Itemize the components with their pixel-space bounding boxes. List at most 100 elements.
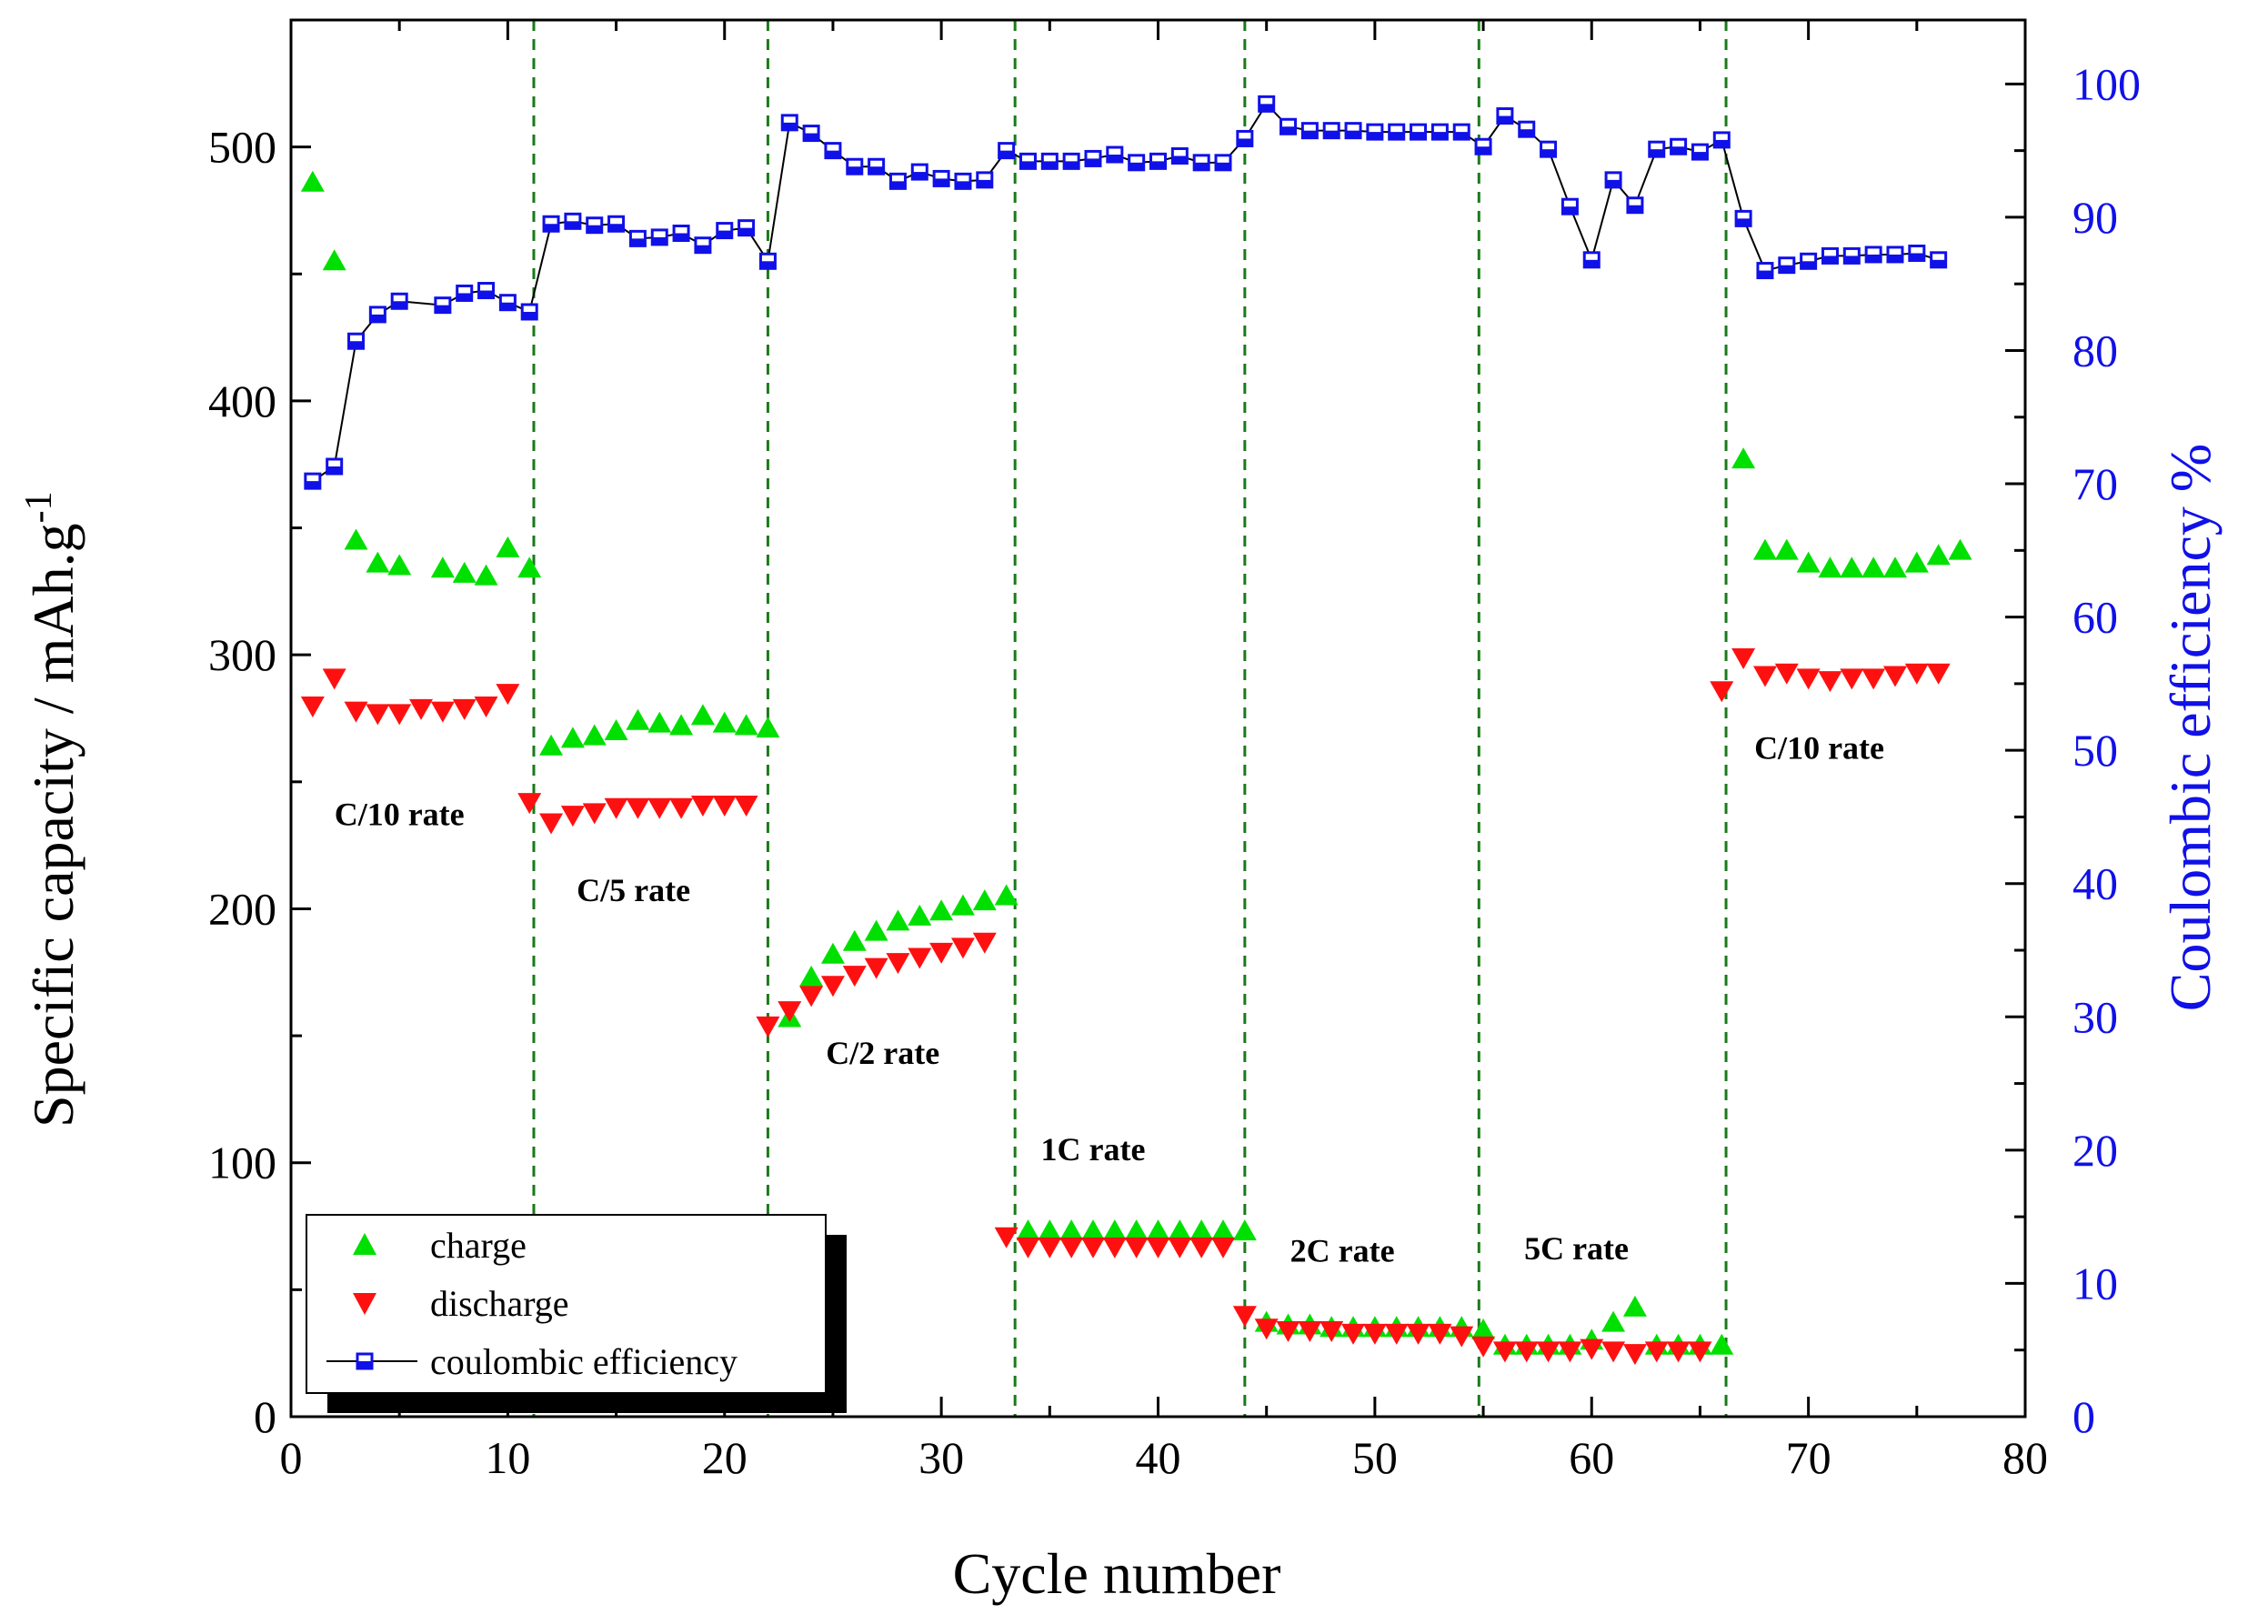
ce-point-fill xyxy=(1346,130,1361,138)
ce-point-fill xyxy=(1866,254,1882,262)
y2-tick-label: 20 xyxy=(2072,1125,2118,1176)
ce-point-fill xyxy=(1064,161,1079,169)
ce-point-fill xyxy=(934,178,949,186)
discharge-point xyxy=(1752,666,1777,687)
charge-point xyxy=(647,711,672,733)
discharge-point xyxy=(1016,1237,1040,1258)
y2-tick-label: 0 xyxy=(2072,1391,2095,1442)
ce-point-fill xyxy=(1887,254,1902,262)
discharge-point xyxy=(1384,1323,1409,1345)
discharge-point xyxy=(1580,1338,1604,1360)
discharge-point xyxy=(1796,668,1821,690)
discharge-point xyxy=(604,797,628,819)
charge-point xyxy=(690,704,715,726)
ce-point-fill xyxy=(738,227,754,236)
ce-point-fill xyxy=(457,293,472,301)
legend-discharge-label: discharge xyxy=(430,1283,569,1324)
charge-point xyxy=(1752,538,1777,560)
discharge-point xyxy=(908,947,932,969)
x-tick-label: 80 xyxy=(2002,1432,2048,1483)
discharge-series xyxy=(300,647,1951,1366)
discharge-point xyxy=(1471,1336,1496,1358)
y2-tick-label: 30 xyxy=(2072,991,2118,1042)
y-axis-title-main: Specific capacity / mAh.g xyxy=(21,523,85,1128)
discharge-point xyxy=(344,701,368,723)
ce-point-fill xyxy=(326,466,342,474)
ce-point-fill xyxy=(1822,256,1838,264)
ce-point-fill xyxy=(977,179,992,187)
discharge-point xyxy=(1428,1323,1452,1345)
x-tick-label: 0 xyxy=(280,1432,303,1483)
charge-point xyxy=(496,536,520,557)
y-tick-label: 300 xyxy=(208,629,276,680)
discharge-point xyxy=(1059,1237,1084,1258)
x-axis-title: Cycle number xyxy=(953,1541,1281,1606)
charge-point xyxy=(539,734,564,756)
ce-point-fill xyxy=(1540,149,1556,157)
charge-point xyxy=(1818,556,1842,578)
rate-annotations: C/10 rate C/5 rate C/2 rate 1C rate 2C rate 5… xyxy=(335,730,1884,1269)
ce-point-fill xyxy=(1367,132,1382,140)
charge-point xyxy=(1146,1219,1170,1241)
discharge-point xyxy=(1080,1237,1105,1258)
discharge-point xyxy=(778,1001,802,1023)
charge-point xyxy=(1232,1219,1257,1241)
ce-point-fill xyxy=(544,224,559,232)
ce-point-fill xyxy=(1454,132,1470,140)
discharge-point xyxy=(669,797,694,819)
ce-point-fill xyxy=(305,481,320,489)
charge-point xyxy=(1211,1219,1236,1241)
ce-point-fill xyxy=(1931,259,1946,267)
charge-point xyxy=(1840,556,1864,578)
charge-point xyxy=(582,724,607,746)
discharge-point xyxy=(1254,1318,1279,1340)
discharge-point xyxy=(1731,647,1756,669)
ce-point-fill xyxy=(760,261,776,269)
discharge-point xyxy=(1146,1237,1170,1258)
charge-point xyxy=(344,528,368,550)
discharge-point xyxy=(1211,1237,1236,1258)
discharge-point xyxy=(1558,1341,1582,1363)
x-tick-label: 10 xyxy=(485,1432,530,1483)
y-axis-title-sup: -1 xyxy=(18,491,60,523)
charge-point xyxy=(908,904,932,926)
charge-point xyxy=(734,714,758,736)
legend-charge-marker xyxy=(353,1233,376,1255)
ce-point-fill xyxy=(1671,146,1686,155)
charge-point xyxy=(1016,1219,1040,1241)
charge-point xyxy=(820,942,845,964)
ce-point-fill xyxy=(1801,261,1816,269)
charge-point xyxy=(1601,1310,1626,1332)
charge-point xyxy=(1102,1219,1127,1241)
ce-point-fill xyxy=(500,302,516,310)
ce-point-fill xyxy=(912,172,928,180)
y-axis-title: Specific capacity / mAh.g-1 xyxy=(18,491,85,1128)
charge-point xyxy=(1124,1219,1149,1241)
rate-label: C/10 rate xyxy=(335,796,465,832)
ce-point-fill xyxy=(392,301,407,309)
ce-point-fill xyxy=(1562,206,1578,215)
discharge-point xyxy=(1644,1341,1669,1363)
charge-point xyxy=(517,556,542,578)
discharge-point xyxy=(1666,1341,1691,1363)
legend-discharge-marker xyxy=(353,1293,376,1315)
ce-point-fill xyxy=(1172,155,1188,164)
ce-point-fill xyxy=(1280,126,1296,135)
legend-box xyxy=(306,1214,827,1394)
rate-boundary-lines xyxy=(532,20,1728,1417)
discharge-point xyxy=(1276,1321,1300,1343)
ce-point-fill xyxy=(825,150,840,158)
ce-point-fill xyxy=(1649,149,1664,157)
ce-point-fill xyxy=(608,224,624,232)
charge-point xyxy=(1059,1219,1084,1241)
discharge-point xyxy=(712,795,737,817)
charge-point xyxy=(842,929,867,951)
ce-point-fill xyxy=(565,221,580,229)
ce-point-fill xyxy=(782,122,798,130)
charge-point xyxy=(994,884,1019,906)
discharge-point xyxy=(1622,1344,1647,1366)
discharge-point xyxy=(1102,1237,1127,1258)
x-tick-label: 60 xyxy=(1569,1432,1614,1483)
charge-point xyxy=(1774,538,1799,560)
